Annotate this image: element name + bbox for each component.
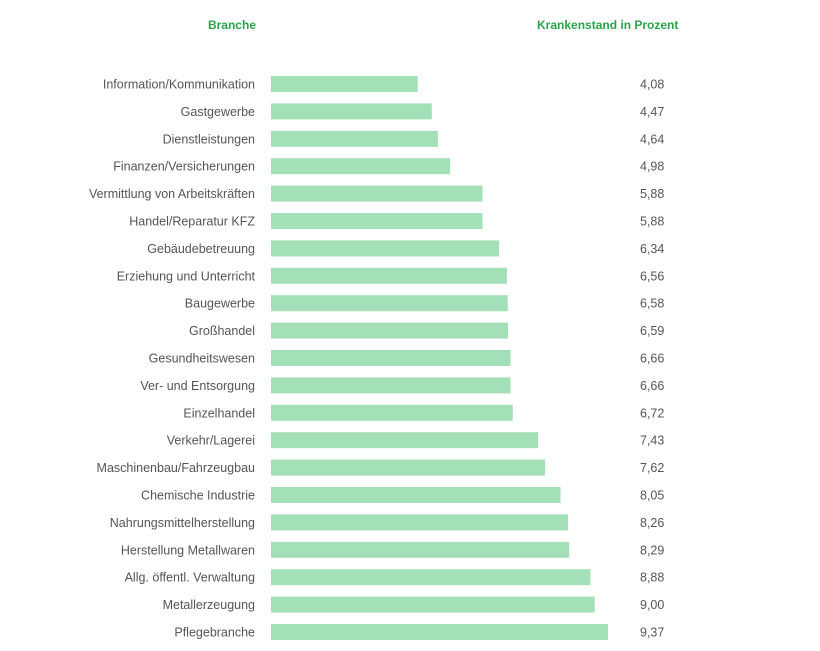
category-label: Vermittlung von Arbeitskräften — [89, 187, 255, 201]
bar — [271, 295, 508, 312]
category-label: Verkehr/Lagerei — [167, 434, 255, 448]
value-label: 5,88 — [640, 215, 664, 229]
value-label: 6,72 — [640, 406, 664, 420]
category-label: Gastgewerbe — [181, 105, 255, 119]
category-label: Maschinenbau/Fahrzeugbau — [97, 461, 255, 475]
bar — [271, 541, 570, 558]
bar — [271, 322, 508, 339]
value-label: 7,43 — [640, 434, 664, 448]
value-label: 7,62 — [640, 461, 664, 475]
value-label: 4,08 — [640, 78, 664, 92]
value-label: 6,56 — [640, 269, 664, 283]
value-label: 8,29 — [640, 543, 664, 557]
category-label: Finanzen/Versicherungen — [113, 160, 255, 174]
value-label: 8,88 — [640, 571, 664, 585]
bar — [271, 103, 432, 120]
category-label: Metallerzeugung — [163, 598, 255, 612]
category-label: Dienstleistungen — [163, 132, 255, 146]
value-label: 6,59 — [640, 324, 664, 338]
category-label: Handel/Reparatur KFZ — [129, 215, 255, 229]
bar — [271, 487, 561, 503]
category-label: Allg. öffentl. Verwaltung — [125, 571, 255, 585]
category-label: Einzelhandel — [183, 406, 255, 420]
bar — [271, 185, 483, 202]
category-label: Herstellung Metallwaren — [121, 543, 255, 557]
category-label: Baugewerbe — [185, 297, 255, 311]
bar — [271, 569, 591, 586]
category-label: Großhandel — [189, 324, 255, 338]
category-label: Ver- und Entsorgung — [140, 379, 255, 393]
bar — [271, 596, 595, 613]
value-label: 8,05 — [640, 489, 664, 503]
category-label: Erziehung und Unterricht — [117, 269, 256, 283]
value-label: 4,64 — [640, 132, 664, 146]
value-label: 9,00 — [640, 598, 664, 612]
bar — [271, 404, 513, 421]
value-label: 6,66 — [640, 352, 664, 366]
category-label: Chemische Industrie — [141, 489, 255, 503]
value-label: 4,47 — [640, 105, 664, 119]
bar — [271, 130, 438, 147]
value-header: Krankenstand in Prozent — [537, 18, 679, 32]
category-label: Information/Kommunikation — [103, 78, 255, 92]
category-label: Nahrungsmittelherstellung — [110, 516, 255, 530]
bar — [271, 432, 539, 449]
bar — [271, 377, 511, 394]
value-label: 5,88 — [640, 187, 664, 201]
category-label: Gebäudebetreuung — [147, 242, 255, 256]
category-label: Pflegebranche — [174, 626, 255, 640]
value-label: 4,98 — [640, 160, 664, 174]
bar — [271, 213, 483, 229]
bar — [271, 350, 511, 366]
value-label: 6,58 — [640, 297, 664, 311]
value-label: 6,66 — [640, 379, 664, 393]
category-header: Branche — [207, 18, 256, 32]
category-label: Gesundheitswesen — [149, 352, 255, 366]
bar — [271, 624, 608, 640]
bar — [271, 76, 418, 92]
bar — [271, 267, 507, 284]
bar — [271, 240, 499, 257]
value-label: 8,26 — [640, 516, 664, 530]
value-label: 6,34 — [640, 242, 664, 256]
bar — [271, 514, 569, 531]
value-label: 9,37 — [640, 626, 664, 640]
bar — [271, 459, 546, 476]
bar — [271, 158, 451, 175]
